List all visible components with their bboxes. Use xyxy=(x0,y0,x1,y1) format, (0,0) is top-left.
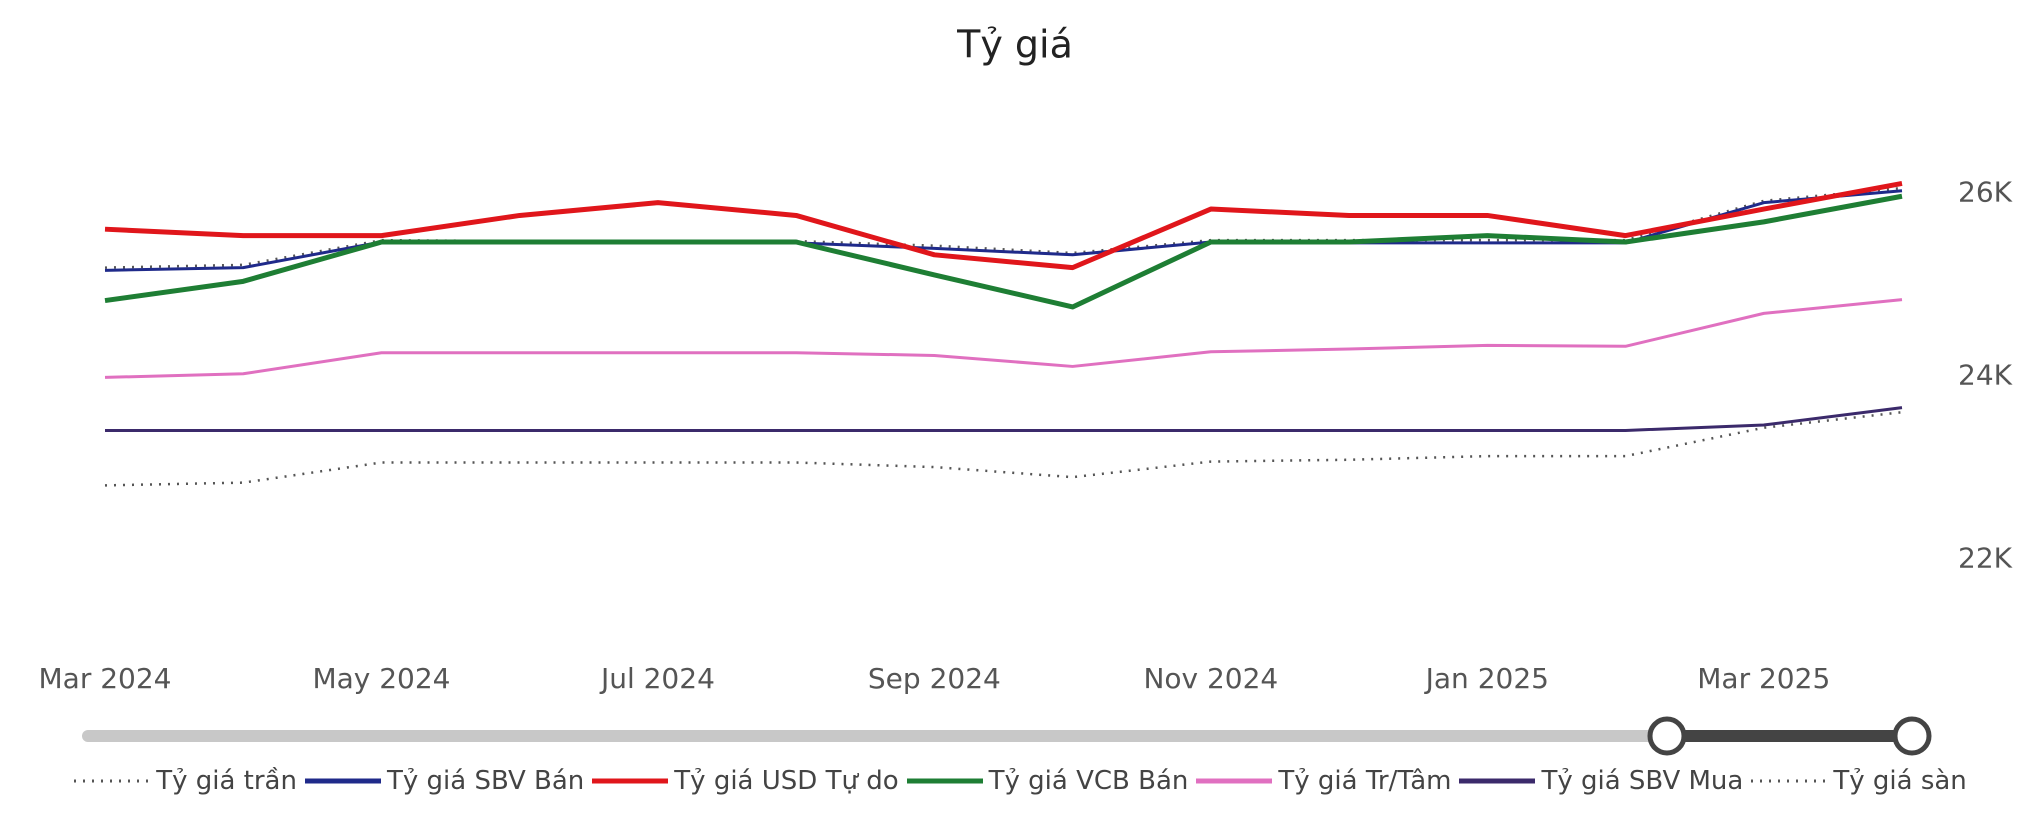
legend-label: Tỷ giá Tr/Tâm xyxy=(1278,766,1452,796)
x-tick-label: Nov 2024 xyxy=(1143,662,1278,695)
legend-swatch xyxy=(1459,778,1536,784)
legend-swatch xyxy=(74,779,151,783)
x-tick-label: Jul 2024 xyxy=(599,662,715,695)
series-line xyxy=(105,406,1903,432)
series-line xyxy=(104,193,1903,310)
y-tick-label: 24K xyxy=(1958,359,2013,392)
legend-item[interactable]: Tỷ giá SBV Bán xyxy=(303,766,584,796)
series-line xyxy=(104,298,1903,379)
chart-title: Tỷ giá xyxy=(956,23,1073,67)
legend-swatch xyxy=(1196,778,1273,784)
x-tick-label: Sep 2024 xyxy=(868,662,1001,695)
series-line xyxy=(104,189,1903,272)
legend: Tỷ giá trần Tỷ giá SBV Bán Tỷ giá USD Tự d… xyxy=(0,766,2039,796)
legend-label: Tỷ giá VCB Bán xyxy=(988,766,1189,796)
legend-label: Tỷ giá SBV Mua xyxy=(1541,766,1744,796)
y-tick-label: 22K xyxy=(1958,542,2013,575)
legend-swatch xyxy=(592,778,669,784)
legend-label: Tỷ giá SBV Bán xyxy=(386,766,585,796)
legend-label: Tỷ giá trần xyxy=(156,766,297,796)
chart: Tỷ giá 22K 24K 26K Mar 2024 May 2024 Jul 2024… xyxy=(39,23,2013,756)
legend-swatch xyxy=(304,778,381,784)
legend-label: Tỷ giá USD Tự do xyxy=(674,766,899,796)
slider-handle[interactable] xyxy=(1647,716,1687,756)
legend-item[interactable]: Tỷ giá VCB Bán xyxy=(905,766,1189,796)
series-line xyxy=(104,410,1903,487)
x-tick-label: Jan 2025 xyxy=(1424,662,1549,695)
legend-item[interactable]: Tỷ giá SBV Mua xyxy=(1457,766,1743,796)
legend-item[interactable]: Tỷ giá sàn xyxy=(1749,766,1967,796)
legend-swatch xyxy=(906,778,983,784)
legend-swatch xyxy=(1751,779,1828,783)
y-tick-label: 26K xyxy=(1958,176,2013,209)
x-tick-label: Mar 2025 xyxy=(1697,662,1830,695)
series-line xyxy=(104,186,1903,269)
legend-item[interactable]: Tỷ giá USD Tự do xyxy=(590,766,899,796)
series-line xyxy=(104,180,1903,271)
x-tick-label: May 2024 xyxy=(312,662,450,695)
slider-handle[interactable] xyxy=(1892,716,1932,756)
legend-item[interactable]: Tỷ giá trần xyxy=(72,766,297,796)
legend-label: Tỷ giá sàn xyxy=(1833,766,1967,796)
legend-item[interactable]: Tỷ giá Tr/Tâm xyxy=(1194,766,1451,796)
x-tick-label: Mar 2024 xyxy=(39,662,172,695)
